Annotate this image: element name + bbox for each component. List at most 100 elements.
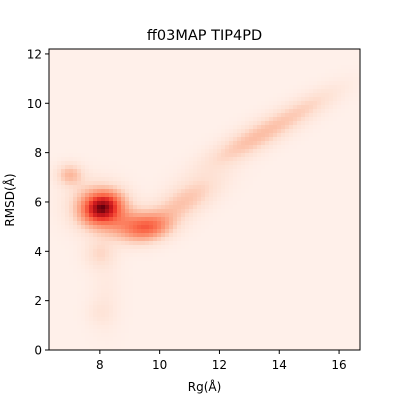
heatmap-cell (165, 245, 170, 250)
heatmap-cell (257, 213, 262, 218)
heatmap-cell (213, 125, 218, 130)
heatmap-cell (205, 77, 210, 82)
heatmap-cell (209, 249, 214, 254)
heatmap-cell (149, 301, 154, 306)
heatmap-cell (149, 229, 154, 234)
heatmap-cell (325, 185, 330, 190)
heatmap-cell (317, 269, 322, 274)
heatmap-cell (329, 121, 334, 126)
heatmap-cell (105, 273, 110, 278)
heatmap-cell (137, 237, 142, 242)
heatmap-cell (161, 253, 166, 258)
heatmap-cell (325, 241, 330, 246)
heatmap-cell (89, 249, 94, 254)
heatmap-cell (49, 181, 54, 186)
heatmap-cell (157, 85, 162, 90)
heatmap-cell (265, 189, 270, 194)
heatmap-cell (93, 249, 98, 254)
heatmap-cell (197, 145, 202, 150)
heatmap-cell (189, 189, 194, 194)
heatmap-cell (69, 169, 74, 174)
heatmap-cell (349, 113, 354, 118)
heatmap-cell (237, 73, 242, 78)
heatmap-cell (357, 145, 361, 150)
heatmap-cell (153, 277, 158, 282)
heatmap-cell (173, 205, 178, 210)
heatmap-cell (241, 77, 246, 82)
heatmap-cell (169, 133, 174, 138)
heatmap-cell (173, 93, 178, 98)
heatmap-cell (349, 153, 354, 158)
heatmap-cell (193, 105, 198, 110)
heatmap-cell (357, 89, 361, 94)
heatmap-cell (289, 133, 294, 138)
heatmap-cell (209, 101, 214, 106)
heatmap-cell (213, 77, 218, 82)
heatmap-cell (313, 109, 318, 114)
heatmap-cell (105, 281, 110, 286)
heatmap-cell (169, 109, 174, 114)
heatmap-cell (85, 225, 90, 230)
heatmap-cell (197, 97, 202, 102)
heatmap-cell (165, 253, 170, 258)
heatmap-cell (121, 121, 126, 126)
heatmap-cell (189, 133, 194, 138)
heatmap-cell (357, 125, 361, 130)
heatmap-cell (217, 121, 222, 126)
heatmap-cell (357, 173, 361, 178)
heatmap-cell (173, 77, 178, 82)
heatmap-cell (325, 217, 330, 222)
heatmap-cell (233, 201, 238, 206)
heatmap-cell (325, 245, 330, 250)
heatmap-cell (285, 113, 290, 118)
heatmap-cell (93, 149, 98, 154)
heatmap-cell (289, 93, 294, 98)
heatmap-cell (177, 85, 182, 90)
heatmap-cell (269, 277, 274, 282)
heatmap-cell (49, 101, 54, 106)
heatmap-cell (185, 233, 190, 238)
heatmap-cell (165, 273, 170, 278)
heatmap-cell (185, 289, 190, 294)
heatmap-cell (237, 93, 242, 98)
heatmap-cell (165, 109, 170, 114)
heatmap-cell (109, 233, 114, 238)
heatmap-cell (249, 289, 254, 294)
heatmap-cell (229, 93, 234, 98)
heatmap-cell (217, 69, 222, 74)
heatmap-cell (121, 113, 126, 118)
heatmap-cell (245, 109, 250, 114)
heatmap-cell (121, 249, 126, 254)
heatmap-cell (309, 93, 314, 98)
heatmap-cell (121, 205, 126, 210)
heatmap-cell (353, 169, 358, 174)
heatmap-cell (321, 77, 326, 82)
heatmap-cell (353, 265, 358, 270)
heatmap-cell (81, 57, 86, 62)
heatmap-cell (193, 69, 198, 74)
heatmap-cell (165, 289, 170, 294)
heatmap-cell (153, 65, 158, 70)
heatmap-cell (157, 141, 162, 146)
heatmap-cell (309, 165, 314, 170)
heatmap-cell (233, 121, 238, 126)
heatmap-cell (105, 77, 110, 82)
heatmap-cell (245, 157, 250, 162)
heatmap-cell (249, 273, 254, 278)
heatmap-cell (301, 109, 306, 114)
heatmap-cell (273, 109, 278, 114)
heatmap-cell (109, 225, 114, 230)
heatmap-cell (309, 109, 314, 114)
heatmap-cell (113, 121, 118, 126)
heatmap-cell (225, 229, 230, 234)
heatmap-cell (349, 73, 354, 78)
heatmap-cell (205, 125, 210, 130)
heatmap-cell (205, 53, 210, 58)
heatmap-cell (313, 73, 318, 78)
heatmap-cell (349, 121, 354, 126)
heatmap-cell (157, 61, 162, 66)
heatmap-cell (269, 237, 274, 242)
heatmap-cell (349, 165, 354, 170)
heatmap-cell (329, 149, 334, 154)
heatmap-cell (249, 245, 254, 250)
